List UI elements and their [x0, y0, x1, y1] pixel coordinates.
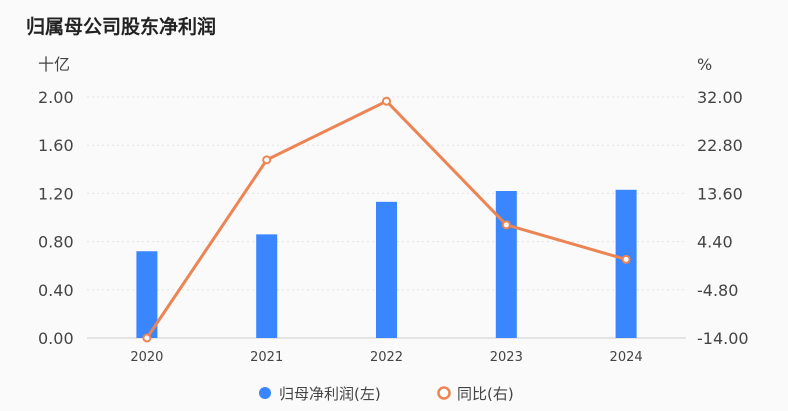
bar — [136, 251, 158, 338]
right-tick-label: 32.00 — [697, 88, 743, 107]
chart-title: 归属母公司股东净利润 — [26, 16, 217, 38]
x-tick-label: 2023 — [490, 350, 523, 365]
line-point — [262, 155, 272, 165]
bar-series — [136, 189, 637, 338]
x-tick-label: 2020 — [130, 350, 163, 365]
bar — [376, 201, 397, 338]
right-axis-ticks: 32.00 22.80 13.60 4.40 -4.80 -14.00 — [697, 88, 749, 348]
x-tick-label: 2024 — [610, 350, 643, 365]
left-tick-label: 0.00 — [38, 329, 74, 348]
bar — [495, 190, 517, 338]
left-tick-label: 2.00 — [38, 88, 74, 107]
right-tick-label: -4.80 — [697, 281, 738, 300]
right-tick-label: 4.40 — [697, 233, 733, 252]
line-point — [142, 333, 152, 343]
right-tick-label: 22.80 — [697, 136, 743, 155]
legend-bar-label: 归母净利润(左) — [279, 385, 381, 403]
legend-line-label: 同比(右) — [457, 385, 514, 403]
right-tick-label: -14.00 — [697, 329, 749, 348]
line-series — [142, 96, 631, 343]
right-tick-label: 13.60 — [697, 184, 743, 203]
legend: 归母净利润(左) 同比(右) — [259, 385, 514, 403]
x-tick-label: 2021 — [250, 350, 283, 365]
left-tick-label: 0.40 — [38, 281, 74, 300]
x-tick-label: 2022 — [370, 350, 403, 365]
line-point — [501, 220, 511, 230]
line-point — [621, 254, 631, 264]
x-axis-ticks: 2020 2021 2022 2023 2024 — [130, 350, 642, 365]
left-axis-unit: 十亿 — [38, 55, 70, 74]
right-axis-unit: % — [697, 55, 712, 74]
left-axis-ticks: 2.00 1.60 1.20 0.80 0.40 0.00 — [38, 88, 74, 348]
legend-bar-marker — [259, 387, 271, 399]
legend-line-marker — [437, 386, 451, 400]
bar — [256, 234, 278, 338]
left-tick-label: 1.60 — [38, 136, 74, 155]
left-tick-label: 1.20 — [38, 184, 74, 203]
left-tick-label: 0.80 — [38, 233, 74, 252]
line-point — [382, 96, 391, 106]
